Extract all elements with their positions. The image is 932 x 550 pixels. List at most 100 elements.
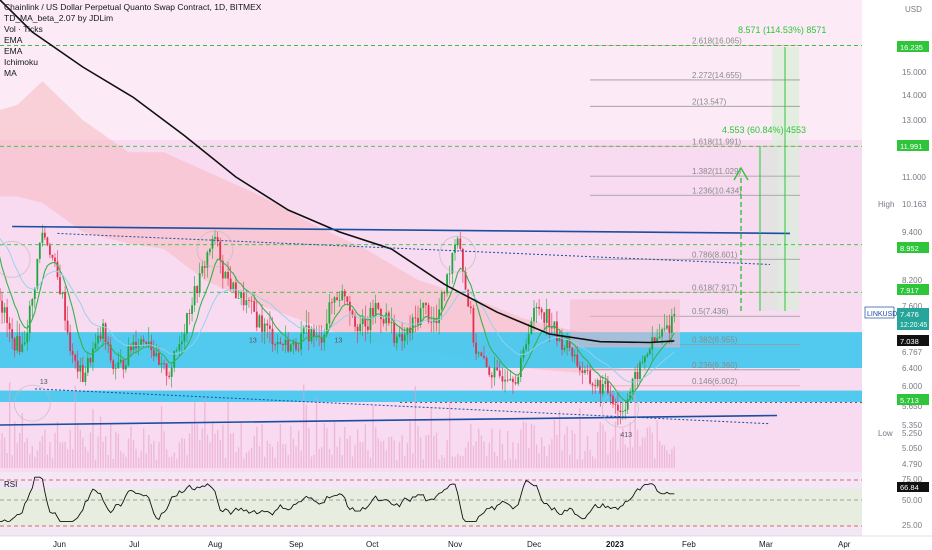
candle-body: [395, 336, 398, 344]
indicator-volume[interactable]: Vol · Ticks: [4, 24, 43, 34]
volume-bar: [346, 438, 349, 468]
candle-body: [102, 323, 104, 339]
candle-body: [561, 335, 563, 350]
volume-bar: [87, 451, 89, 468]
fib-label: 0.786(8.601): [692, 250, 738, 259]
volume-bar: [528, 447, 530, 468]
candle-body: [364, 318, 367, 327]
volume-bar: [604, 431, 607, 468]
candle-body: [160, 363, 163, 365]
volume-bar: [561, 450, 563, 468]
candle-body: [79, 365, 82, 372]
candle-body: [89, 358, 92, 363]
volume-bar: [579, 408, 581, 468]
candle-body: [289, 344, 292, 352]
volume-bar: [357, 429, 359, 468]
candle-body: [229, 278, 232, 290]
pivot-circle: [0, 240, 31, 278]
candle-body: [59, 277, 61, 295]
volume-bar: [594, 458, 596, 468]
rsi-current: 66.84: [900, 483, 919, 492]
volume-bar: [308, 427, 310, 468]
volume-bar: [277, 441, 279, 468]
candle-body: [446, 274, 448, 294]
candle-body: [504, 379, 506, 382]
candle-body: [568, 339, 571, 348]
candle-body: [168, 375, 171, 377]
volume-bar: [533, 425, 535, 468]
volume-bar: [427, 434, 430, 468]
level-tag: 16.235: [900, 43, 923, 52]
rsi-band: [0, 489, 862, 526]
volume-bar: [627, 447, 629, 468]
candle-body: [477, 352, 480, 354]
candle-body: [114, 368, 117, 370]
volume-bar: [271, 446, 274, 468]
volume-bar: [388, 437, 390, 468]
candle-body: [26, 332, 29, 343]
td-marker: 413: [620, 432, 632, 439]
candle-body: [651, 337, 654, 350]
indicator-ichimoku[interactable]: Ichimoku: [4, 57, 39, 67]
candle-body: [530, 321, 533, 335]
volume-bar: [191, 423, 193, 468]
candle-body: [456, 238, 459, 245]
volume-bar: [132, 440, 135, 468]
cyan-band-lower: [0, 390, 862, 402]
candle-body: [173, 350, 176, 368]
volume-bar: [634, 386, 636, 468]
candle-body: [390, 322, 393, 324]
candle-body: [556, 321, 558, 342]
indicator-td-ma[interactable]: TD_MA_beta_2.07 by JDLim: [4, 13, 114, 23]
volume-bar: [354, 444, 356, 468]
candle-body: [653, 337, 656, 342]
td-marker: 13: [40, 379, 48, 386]
volume-bar: [209, 442, 211, 468]
volume-bar: [472, 445, 475, 468]
time-tick: Mar: [759, 540, 773, 549]
volume-bar: [512, 442, 514, 468]
volume-bar: [393, 440, 395, 468]
volume-bar: [404, 456, 406, 468]
volume-bar: [150, 443, 152, 468]
candle-body: [346, 296, 349, 302]
level-tag: 8.952: [900, 244, 919, 253]
volume-bar: [253, 436, 255, 468]
price-tick: 14.000: [902, 91, 927, 100]
volume-bar: [425, 435, 427, 468]
volume-bar: [478, 428, 480, 468]
volume-bar: [310, 456, 313, 468]
candle-body: [3, 307, 6, 313]
candle-body: [235, 282, 237, 299]
target-label-small: 4.553 (60.84%) 4553: [722, 125, 806, 135]
candle-body: [425, 302, 427, 306]
volume-bar: [362, 442, 364, 468]
volume-bar: [409, 421, 411, 468]
level-tag-box: [897, 284, 929, 295]
volume-bar: [250, 447, 253, 468]
candle-body: [648, 349, 651, 355]
indicator-ma[interactable]: MA: [4, 68, 17, 78]
indicator-ema-1[interactable]: EMA: [4, 35, 23, 45]
candle-body: [601, 383, 604, 394]
volume-bar: [181, 438, 183, 468]
candle-body: [663, 328, 666, 330]
volume-bar: [525, 422, 527, 468]
volume-bar: [163, 431, 165, 468]
volume-bar: [183, 438, 186, 468]
volume-bar: [454, 456, 456, 468]
volume-bar: [230, 433, 232, 468]
volume-bar: [349, 435, 351, 468]
candle-body: [475, 342, 477, 354]
candle-body: [393, 322, 396, 344]
candle-body: [263, 323, 266, 332]
candle-body: [295, 342, 297, 350]
candle-body: [209, 248, 211, 253]
volume-bar: [602, 424, 604, 468]
chart-header: Chainlink / US Dollar Perpetual Quanto S…: [4, 2, 261, 79]
candle-body: [550, 327, 553, 329]
volume-bar: [72, 449, 74, 468]
volume-bar: [649, 426, 651, 468]
volume-bar: [612, 436, 614, 468]
indicator-ema-2[interactable]: EMA: [4, 46, 23, 56]
